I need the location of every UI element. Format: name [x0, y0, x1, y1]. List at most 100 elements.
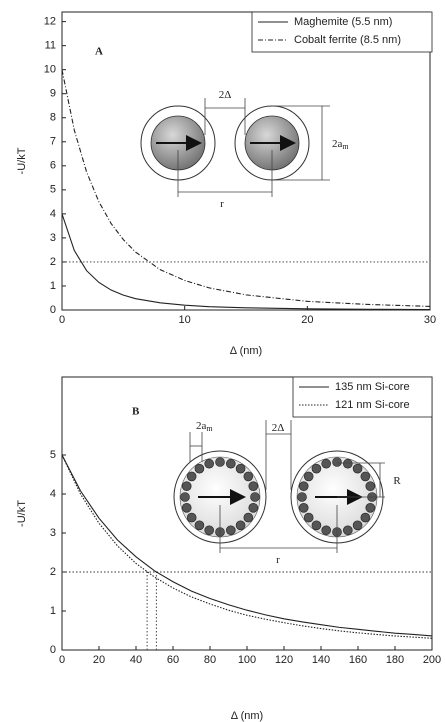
- x-tick-label: 100: [238, 654, 256, 666]
- nanoparticle: [321, 458, 331, 469]
- diagram-label: 2Δ: [219, 89, 232, 101]
- legend-label: Cobalt ferrite (8.5 nm): [294, 34, 401, 46]
- nanoparticle: [248, 481, 259, 491]
- nanoparticle: [360, 512, 371, 523]
- nanoparticle: [311, 520, 322, 531]
- diagram-label: R: [393, 475, 401, 487]
- plot-frame: [61, 11, 431, 311]
- diagram-label: 2Δ: [272, 422, 285, 434]
- nanoparticle: [243, 471, 254, 482]
- nanoparticle: [297, 492, 307, 502]
- nanoparticle: [365, 503, 376, 513]
- y-tick-label: 5: [50, 449, 56, 461]
- x-tick-label: 180: [386, 654, 404, 666]
- y-tick-label: 4: [50, 488, 56, 500]
- legend-box: [251, 11, 433, 53]
- diagram-label-sub: m: [206, 424, 213, 433]
- y-tick-label: 2: [50, 256, 56, 268]
- x-tick-label: 30: [424, 314, 436, 326]
- nanoparticle: [343, 458, 353, 469]
- diagram-label: 2am: [332, 138, 349, 151]
- nanoparticle: [194, 520, 205, 531]
- y-tick-label: 3: [50, 232, 56, 244]
- x-tick-label: 60: [167, 654, 179, 666]
- diagram-label-text: 2a: [332, 138, 343, 150]
- x-tick-label: 0: [59, 314, 65, 326]
- y-tick-label: 4: [50, 208, 56, 220]
- nanoparticle: [226, 525, 236, 536]
- y-tick-label: 6: [50, 160, 56, 172]
- y-tick-label: 1: [50, 280, 56, 292]
- y-axis-label: -U/kT: [16, 147, 28, 174]
- legend-box: [292, 376, 433, 418]
- nanoparticle: [352, 463, 363, 474]
- y-tick-label: 9: [50, 88, 56, 100]
- y-tick-label: 5: [50, 184, 56, 196]
- nanoparticle: [311, 463, 322, 474]
- y-tick-label: 11: [45, 40, 56, 52]
- nanoparticle: [360, 471, 371, 482]
- y-tick-label: 3: [50, 527, 56, 539]
- legend-label: 135 nm Si-core: [335, 381, 410, 393]
- nanoparticle: [321, 525, 331, 536]
- series-line: [61, 69, 431, 307]
- y-tick-label: 1: [50, 605, 56, 617]
- x-tick-label: 200: [423, 654, 441, 666]
- panel-label: B: [132, 406, 140, 418]
- nanoparticle: [235, 520, 246, 531]
- nanoparticle: [226, 458, 236, 469]
- nanoparticle: [204, 458, 214, 469]
- diagram-label-text: 2Δ: [219, 89, 232, 101]
- nanoparticle: [186, 471, 197, 482]
- nanoparticle: [180, 492, 190, 502]
- diagram-label-sub: m: [342, 142, 349, 151]
- nanoparticle: [303, 471, 314, 482]
- diagram-label: r: [220, 198, 224, 210]
- nanoparticle: [194, 463, 205, 474]
- nanoparticle: [343, 525, 353, 536]
- nanoparticle: [298, 503, 309, 513]
- nanoparticle: [204, 525, 214, 536]
- nanoparticle: [186, 512, 197, 523]
- x-tick-label: 120: [275, 654, 293, 666]
- nanoparticle: [181, 503, 192, 513]
- nanoparticle: [215, 457, 225, 467]
- y-tick-label: 10: [44, 64, 56, 76]
- x-tick-label: 0: [59, 654, 65, 666]
- diagram-label-text: R: [393, 475, 401, 487]
- x-tick-label: 10: [179, 314, 191, 326]
- diagram-label-text: 2Δ: [272, 422, 285, 434]
- diagram-label: r: [276, 554, 280, 566]
- diagram-label: 2am: [196, 420, 213, 433]
- nanoparticle: [352, 520, 363, 531]
- x-tick-label: 20: [301, 314, 313, 326]
- y-tick-label: 2: [50, 566, 56, 578]
- nanoparticle: [332, 457, 342, 467]
- legend-label: Maghemite (5.5 nm): [294, 16, 392, 28]
- legend-label: 121 nm Si-core: [335, 399, 410, 411]
- y-tick-label: 0: [50, 644, 56, 656]
- nanoparticle: [181, 481, 192, 491]
- nanoparticle: [243, 512, 254, 523]
- nanoparticle: [365, 481, 376, 491]
- x-axis-label: Δ (nm): [231, 710, 263, 722]
- y-tick-label: 8: [50, 112, 56, 124]
- y-tick-label: 12: [44, 16, 56, 28]
- nanoparticle: [303, 512, 314, 523]
- nanoparticle: [235, 463, 246, 474]
- diagram-label-text: r: [220, 198, 224, 210]
- y-tick-label: 0: [50, 304, 56, 316]
- nanoparticle: [248, 503, 259, 513]
- x-tick-label: 160: [349, 654, 367, 666]
- series-line: [61, 213, 431, 311]
- y-tick-label: 7: [50, 136, 56, 148]
- nanoparticle: [250, 492, 260, 502]
- x-tick-label: 20: [93, 654, 105, 666]
- x-tick-label: 40: [130, 654, 142, 666]
- x-axis-label: Δ (nm): [230, 345, 262, 357]
- series-line: [61, 454, 433, 637]
- diagram-label-text: 2a: [196, 420, 207, 432]
- series-line: [61, 454, 433, 639]
- y-axis-label: -U/kT: [16, 500, 28, 527]
